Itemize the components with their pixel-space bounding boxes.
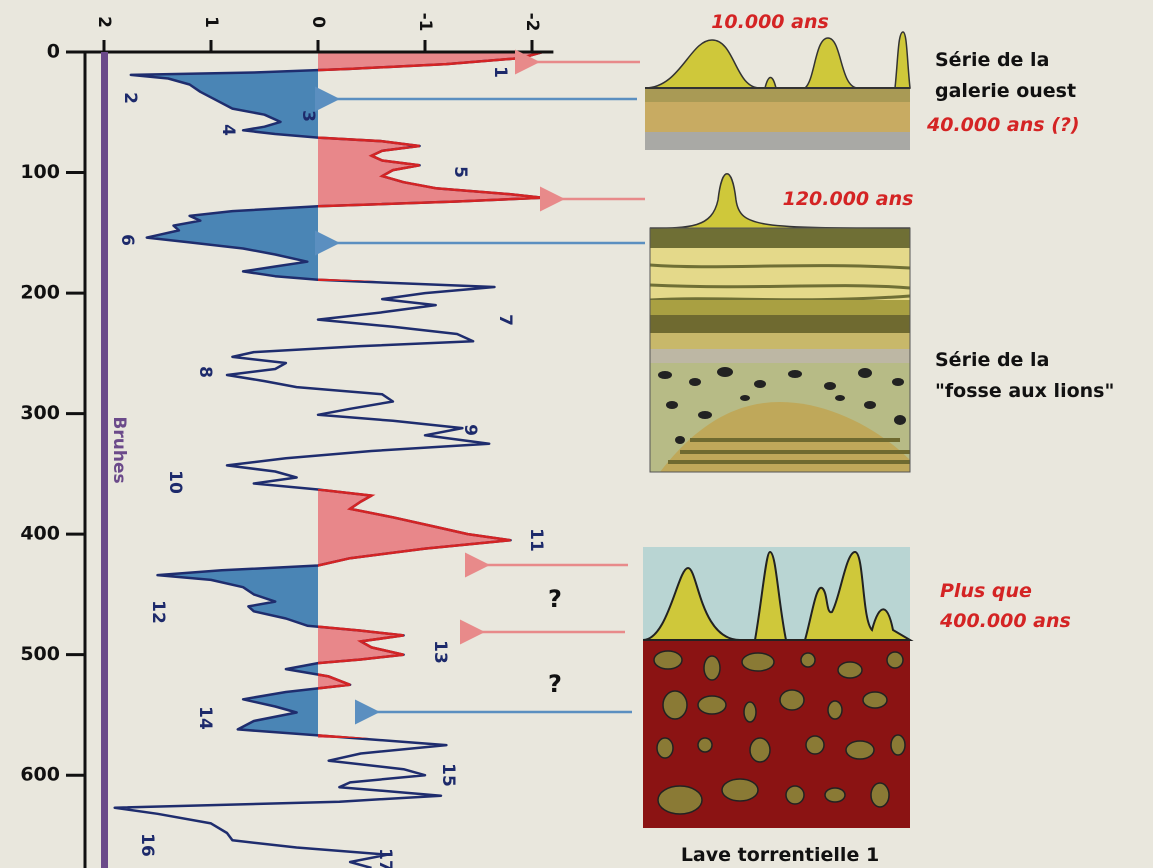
y-tick-label: 600 — [20, 764, 60, 786]
age-annotation: 40.000 ans (?) — [926, 114, 1080, 136]
section-title: Série de la — [935, 49, 1049, 71]
age-annotation: Plus que — [940, 580, 1032, 602]
section-fosse-aux-lions — [650, 174, 910, 472]
x-tick-label: -1 — [415, 13, 435, 32]
y-tick-label: 400 — [20, 523, 60, 545]
section-title: "fosse aux lions" — [935, 380, 1114, 402]
section-title: Lave torrentielle 1 — [681, 844, 879, 866]
stage-label: 17 — [375, 848, 395, 868]
stage-label: 8 — [195, 366, 215, 378]
y-tick-label: 500 — [20, 643, 60, 665]
stage-label: 10 — [165, 470, 185, 494]
age-annotation: 120.000 ans — [783, 188, 914, 210]
question-mark: ? — [548, 585, 562, 613]
section-lave-torrentielle — [643, 547, 910, 828]
y-tick-label: 100 — [20, 161, 60, 183]
y-tick-label: 0 — [47, 41, 60, 63]
question-mark: ? — [548, 670, 562, 698]
stage-label: 13 — [430, 640, 450, 664]
x-tick-label: -2 — [522, 13, 542, 32]
stage-label: 7 — [495, 314, 515, 326]
y-tick-label: 200 — [20, 282, 60, 304]
area-negative — [115, 52, 543, 868]
epoch-bar — [101, 52, 108, 868]
stage-label: 4 — [218, 124, 238, 136]
stage-label: 6 — [117, 234, 137, 246]
section-title: Série de la — [935, 349, 1049, 371]
stage-label: 9 — [460, 424, 480, 436]
stage-label: 16 — [137, 833, 157, 857]
stage-label: 15 — [438, 763, 458, 787]
stage-label: 11 — [526, 528, 546, 552]
age-annotation: 10.000 ans — [711, 11, 829, 33]
stage-label: 5 — [450, 166, 470, 178]
stage-label: 14 — [195, 706, 215, 730]
section-title: galerie ouest — [935, 80, 1076, 102]
page: {"chart_data": { "type": "line", "orient… — [0, 0, 1153, 868]
x-tick-label: 0 — [308, 16, 328, 28]
stage-label: 1 — [490, 66, 510, 78]
stage-label: 12 — [148, 600, 168, 624]
stage-label: 2 — [120, 92, 140, 104]
epoch-label: Bruhes — [109, 416, 129, 483]
section-galerie-ouest — [645, 32, 910, 150]
x-tick-label: 2 — [94, 16, 114, 28]
chart: 0100200300400500600210-1-2 Bruhes — [0, 0, 1153, 868]
x-tick-label: 1 — [201, 16, 221, 28]
y-tick-label: 300 — [20, 402, 60, 424]
stage-label: 3 — [298, 110, 318, 122]
age-annotation: 400.000 ans — [939, 610, 1071, 632]
